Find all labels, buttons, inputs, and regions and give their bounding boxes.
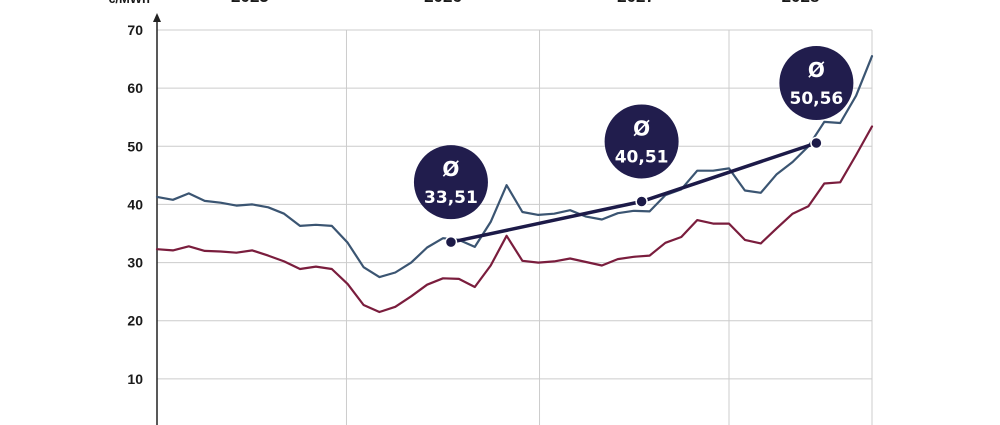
average-bubble: [413, 145, 488, 220]
y-tick-label: 10: [127, 371, 143, 387]
y-tick-label: 20: [127, 313, 143, 329]
average-value-label: 33,51: [424, 188, 478, 208]
axes: [153, 13, 161, 425]
series-line-2: [155, 125, 874, 314]
y-tick-label: 60: [127, 80, 143, 96]
average-trend: Ø 33,51 Ø 40,51 Ø 50,56: [413, 46, 854, 249]
y-axis-arrow: [153, 13, 161, 22]
series-lines: [155, 55, 874, 314]
y-axis-unit-label: €/MWh: [108, 0, 150, 6]
average-marker: [810, 136, 823, 150]
y-tick-label: 50: [127, 138, 143, 154]
year-label: 2026: [424, 0, 462, 6]
y-tick-label: 40: [127, 196, 143, 212]
average-symbol: Ø: [808, 58, 825, 82]
average-value-label: 40,51: [615, 147, 669, 167]
series-line-1: [155, 55, 874, 279]
average-bubble: [604, 104, 679, 179]
average-marker: [635, 195, 648, 208]
average-symbol: Ø: [442, 157, 459, 181]
y-tick-label: 70: [127, 22, 143, 38]
average-bubble: [779, 46, 854, 121]
year-label: 2025: [231, 0, 269, 6]
year-label: 2028: [782, 0, 820, 6]
average-marker: [444, 235, 458, 249]
labels: 10 20 30 40 50 60 70 2025 2026 2027 2028 €/MWh: [108, 0, 819, 387]
average-symbol: Ø: [633, 116, 650, 140]
y-tick-label: 30: [127, 255, 143, 271]
grid: [157, 29, 873, 425]
average-value-label: 50,56: [789, 89, 843, 109]
year-label: 2027: [617, 0, 655, 6]
